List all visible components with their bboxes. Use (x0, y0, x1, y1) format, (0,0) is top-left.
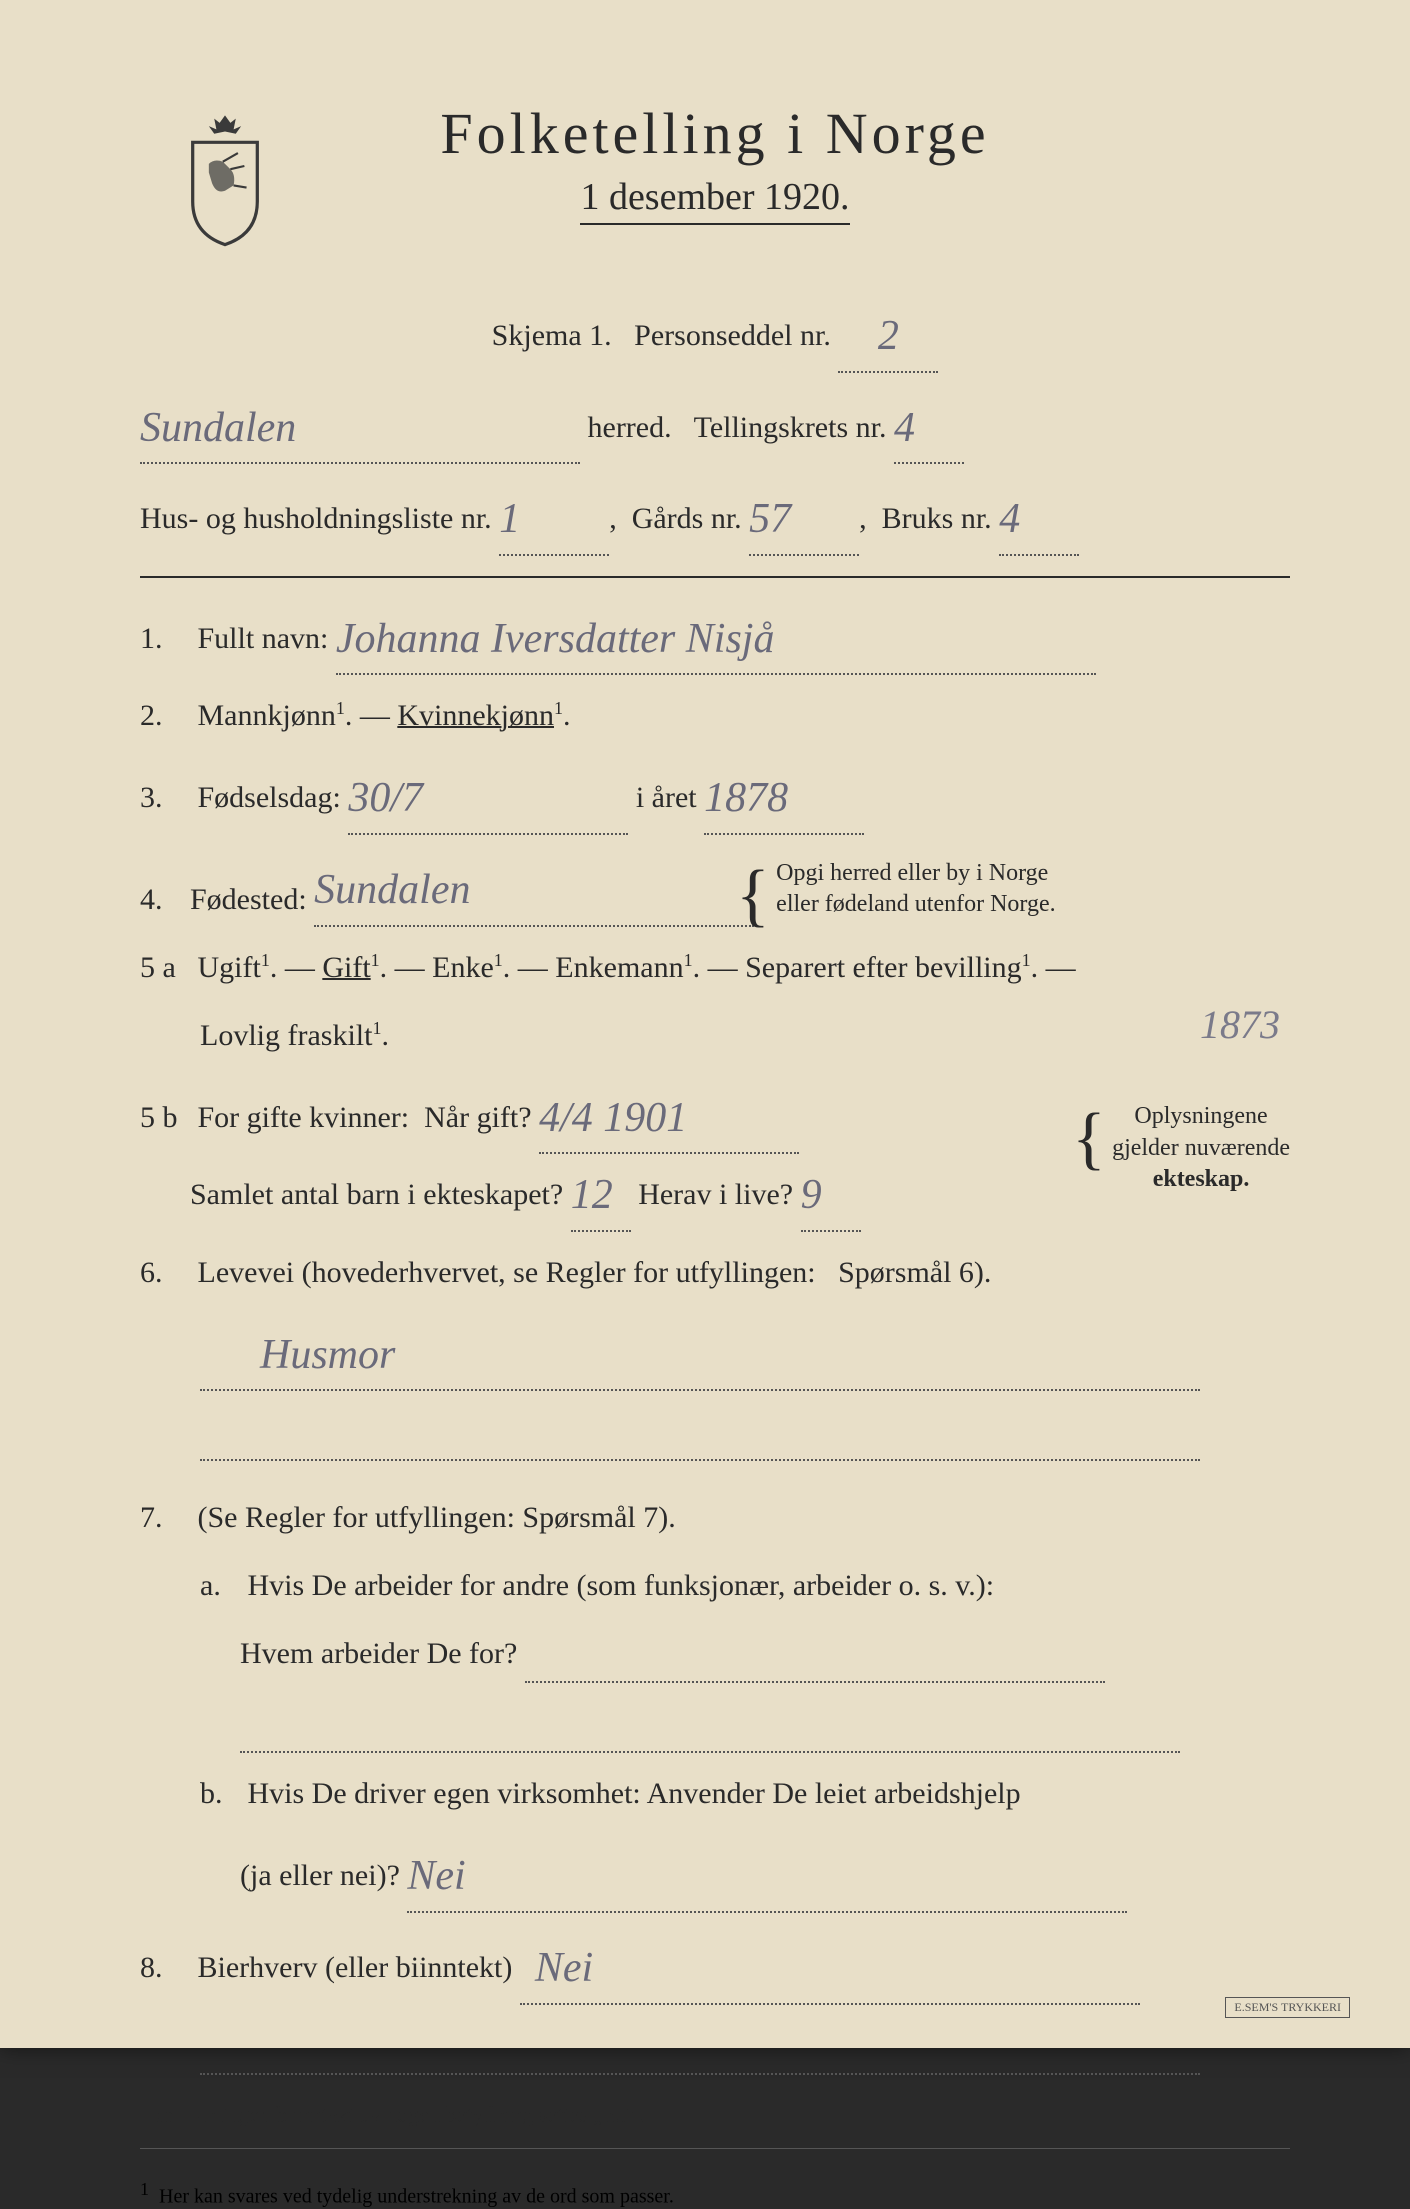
q4-note-2: eller fødeland utenfor Norge. (776, 891, 1055, 917)
q-num: 5 a (140, 941, 190, 995)
coat-of-arms-icon (170, 110, 280, 250)
q5a-gift: Gift (322, 951, 370, 984)
husliste-line: Hus- og husholdningsliste nr. 1, Gårds n… (140, 478, 1290, 556)
q7b-line2: (ja eller nei)? Nei (240, 1835, 1290, 1913)
q5b-live: 9 (801, 1172, 822, 1218)
herred-label: herred. (588, 411, 672, 444)
q3-label: Fødselsdag: (198, 781, 341, 814)
q3-year: 1878 (704, 775, 788, 821)
q7a-label: Hvis De arbeider for andre (som funksjon… (248, 1569, 995, 1602)
q5a-fraskilt: Lovlig fraskilt (200, 1019, 372, 1052)
husliste-nr: 1 (499, 496, 520, 542)
q4-value: Sundalen (314, 867, 470, 913)
q7b-label: Hvis De driver egen virksomhet: Anvender… (248, 1777, 1021, 1810)
q2-female: Kvinnekjønn (397, 699, 554, 732)
bruks-label: Bruks nr. (882, 502, 992, 535)
q4-label: Fødested: (190, 873, 307, 927)
q6-blank (200, 1405, 1290, 1461)
q5a-line2: Lovlig fraskilt1. 1873 (200, 1009, 1290, 1063)
q5b-note: Oplysningene gjelder nuværende ekteskap. (1100, 1101, 1290, 1195)
q7a-label2: Hvem arbeider De for? (240, 1637, 517, 1670)
q5b-note-1: Oplysningene (1134, 1103, 1267, 1129)
q7b-value: Nei (407, 1853, 465, 1899)
q6-label: Levevei (hovederhvervet, se Regler for u… (198, 1256, 816, 1289)
skjema-label: Skjema 1. (492, 319, 612, 352)
q2-male: Mannkjønn (198, 699, 336, 732)
q6-value: Husmor (260, 1332, 395, 1378)
gards-nr: 57 (749, 496, 791, 542)
printer-stamp: E.SEM'S TRYKKERI (1225, 1997, 1350, 2018)
q5b-barn: 12 (571, 1172, 613, 1218)
q2-line: 2. Mannkjønn1. — Kvinnekjønn1. (140, 689, 1290, 743)
q-num: 6. (140, 1246, 190, 1300)
q5a-enkemann: Enkemann (555, 951, 683, 984)
q1-label: Fullt navn: (198, 622, 329, 655)
q8-blank (200, 2019, 1290, 2075)
q8-label: Bierhverv (eller biinntekt) (198, 1951, 513, 1984)
q5a-ugift: Ugift (198, 951, 261, 984)
q5b-line: 5 b For gifte kvinner: Når gift? 4/4 190… (140, 1077, 1290, 1232)
personseddel-nr: 2 (878, 313, 899, 359)
q3-year-label: i året (636, 781, 697, 814)
q7a-letter: a. (200, 1559, 240, 1613)
q4-note-1: Opgi herred eller by i Norge (776, 860, 1048, 886)
q4-note: Opgi herred eller by i Norge eller fødel… (764, 858, 1055, 920)
census-form-page: Folketelling i Norge 1 desember 1920. Sk… (0, 0, 1410, 2048)
q7-line: 7. (Se Regler for utfyllingen: Spørsmål … (140, 1491, 1290, 1545)
q1-value: Johanna Iversdatter Nisjå (336, 616, 775, 662)
q3-line: 3. Fødselsdag: 30/7 i året 1878 (140, 757, 1290, 835)
form-subtitle: 1 desember 1920. (580, 175, 849, 225)
q-num: 3. (140, 771, 190, 825)
q7a-line: a. Hvis De arbeider for andre (som funks… (200, 1559, 1290, 1613)
q5a-enke: Enke (432, 951, 494, 984)
q5b-live-label: Herav i live? (638, 1178, 793, 1211)
q1-line: 1. Fullt navn: Johanna Iversdatter Nisjå (140, 598, 1290, 676)
q5b-when: 4/4 1901 (539, 1095, 687, 1141)
q6-label2: Spørsmål 6). (838, 1256, 991, 1289)
bruks-nr: 4 (999, 496, 1020, 542)
q5a-line: 5 a Ugift1. — Gift1. — Enke1. — Enkemann… (140, 941, 1290, 995)
skjema-line: Skjema 1. Personseddel nr. 2 (140, 295, 1290, 373)
footnote-text: Her kan svares ved tydelig understreknin… (159, 2186, 674, 2208)
gards-label: Gårds nr. (632, 502, 742, 535)
herred-name: Sundalen (140, 405, 296, 451)
q5b-margin: 1873 (1200, 989, 1280, 1061)
q7b-line: b. Hvis De driver egen virksomhet: Anven… (200, 1767, 1290, 1821)
q8-value: Nei (535, 1945, 593, 1991)
tellingskrets-label: Tellingskrets nr. (694, 411, 887, 444)
q7a-line2: Hvem arbeider De for? (240, 1627, 1290, 1683)
q-num: 7. (140, 1491, 190, 1545)
q6-value-line: Husmor (200, 1314, 1290, 1392)
q3-day: 30/7 (348, 775, 423, 821)
q5b-barn-label: Samlet antal barn i ekteskapet? (190, 1178, 563, 1211)
herred-line: Sundalen herred. Tellingskrets nr. 4 (140, 387, 1290, 465)
form-header: Folketelling i Norge 1 desember 1920. (140, 100, 1290, 255)
q8-line: 8. Bierhverv (eller biinntekt) Nei (140, 1927, 1290, 2005)
q-num: 1. (140, 612, 190, 666)
q7a-blank (240, 1697, 1290, 1753)
q7b-label2: (ja eller nei)? (240, 1859, 400, 1892)
q5b-when-label: Når gift? (424, 1101, 531, 1134)
q5b-note-2: gjelder nuværende (1112, 1135, 1290, 1161)
q6-line: 6. Levevei (hovederhvervet, se Regler fo… (140, 1246, 1290, 1300)
footnote: 1 Her kan svares ved tydelig understrekn… (140, 2179, 1290, 2209)
q7b-letter: b. (200, 1767, 240, 1821)
divider (140, 576, 1290, 578)
q5b-note-3: ekteskap. (1153, 1166, 1250, 1192)
tellingskrets-nr: 4 (894, 405, 915, 451)
q-num: 2. (140, 689, 190, 743)
q7-label: (Se Regler for utfyllingen: Spørsmål 7). (198, 1501, 676, 1534)
q-num: 8. (140, 1941, 190, 1995)
q-num: 4. (140, 873, 190, 927)
personseddel-label: Personseddel nr. (634, 319, 831, 352)
form-title: Folketelling i Norge (140, 100, 1290, 167)
footer-note: Har man ingen biinntekt av nogen betydni… (140, 2095, 1290, 2135)
divider (140, 2148, 1290, 2149)
q-num: 5 b (140, 1091, 190, 1145)
q5b-label: For gifte kvinner: (198, 1101, 410, 1134)
q5a-separert: Separert efter bevilling (745, 951, 1022, 984)
husliste-label: Hus- og husholdningsliste nr. (140, 502, 492, 535)
q4-line: 4. Fødested: Sundalen Opgi herred eller … (140, 849, 1290, 927)
